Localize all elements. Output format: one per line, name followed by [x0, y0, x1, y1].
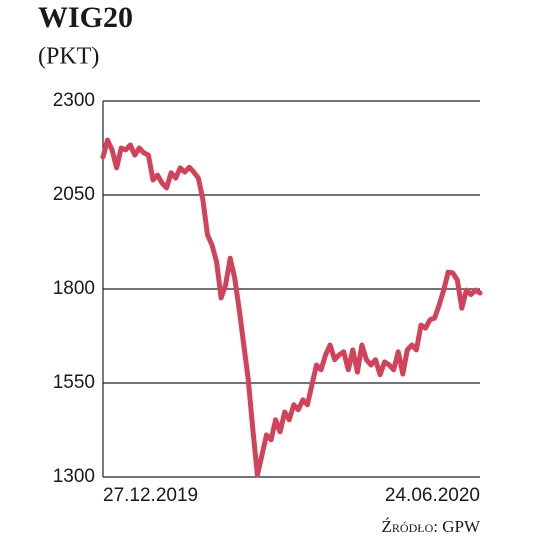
y-tick-label: 2300 [53, 90, 95, 111]
y-tick-label: 1550 [53, 372, 95, 393]
x-tick-label: 27.12.2019 [103, 485, 198, 506]
x-tick-label: 24.06.2020 [385, 485, 480, 506]
chart-title: WIG20 [38, 1, 133, 34]
chart-subtitle: (PKT) [38, 44, 99, 70]
y-tick-label: 2050 [53, 184, 95, 205]
y-tick-label: 1300 [53, 466, 95, 487]
source: Źródło: GPW [382, 517, 481, 536]
line [100, 137, 483, 478]
y-tick-label: 1800 [53, 278, 95, 299]
